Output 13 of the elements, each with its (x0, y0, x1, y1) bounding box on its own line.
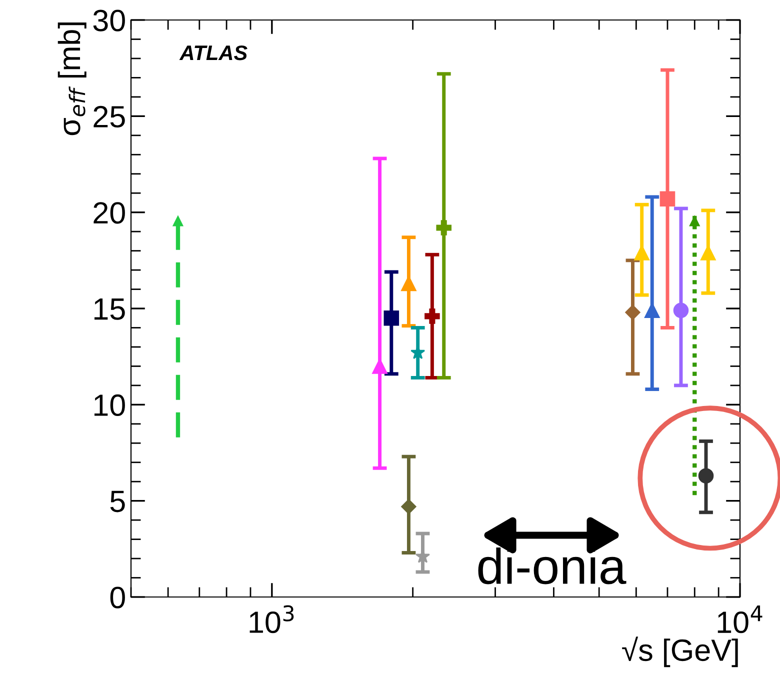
y-tick-label: 15 (94, 298, 125, 320)
annotation: ATLAS (179, 45, 248, 60)
y-tick-label: 20 (94, 202, 125, 224)
y-tick-label: 5 (110, 490, 125, 512)
x-axis-title: √s [GeV] (622, 636, 738, 668)
y-axis-title: σ$_{eff}$ [mb] (58, 22, 86, 136)
annotation: di-onia (478, 548, 626, 584)
y-tick-label: 10 (94, 394, 125, 416)
y-tick-label: 30 (93, 10, 125, 32)
y-tick-label: 0 (110, 586, 125, 608)
y-tick-label: 25 (94, 106, 125, 128)
x-tick-label: 10$^{3}$ (250, 605, 294, 634)
x-tick-label: 10$^{4}$ (718, 606, 762, 634)
